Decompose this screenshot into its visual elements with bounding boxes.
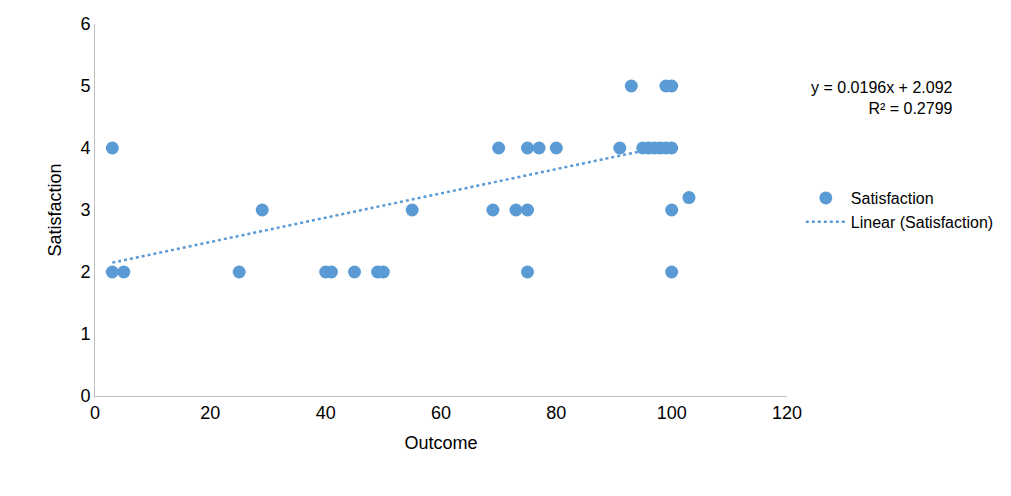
svg-text:2: 2 xyxy=(80,262,90,282)
svg-text:60: 60 xyxy=(431,403,451,423)
svg-text:80: 80 xyxy=(546,403,566,423)
svg-text:4: 4 xyxy=(80,138,90,158)
svg-text:0: 0 xyxy=(90,403,100,423)
svg-text:6: 6 xyxy=(80,14,90,34)
svg-text:40: 40 xyxy=(316,403,336,423)
svg-text:5: 5 xyxy=(80,76,90,96)
svg-text:Linear (Satisfaction): Linear (Satisfaction) xyxy=(851,214,993,231)
svg-text:Satisfaction: Satisfaction xyxy=(45,163,65,256)
svg-text:20: 20 xyxy=(200,403,220,423)
svg-text:Outcome: Outcome xyxy=(404,433,477,453)
svg-text:3: 3 xyxy=(80,200,90,220)
svg-text:y = 0.0196x + 2.092R² = 0.2799: y = 0.0196x + 2.092R² = 0.2799 xyxy=(811,79,953,117)
svg-text:0: 0 xyxy=(80,386,90,406)
svg-text:100: 100 xyxy=(657,403,687,423)
svg-text:Satisfaction: Satisfaction xyxy=(851,190,934,207)
svg-text:1: 1 xyxy=(80,324,90,344)
svg-text:120: 120 xyxy=(772,403,802,423)
